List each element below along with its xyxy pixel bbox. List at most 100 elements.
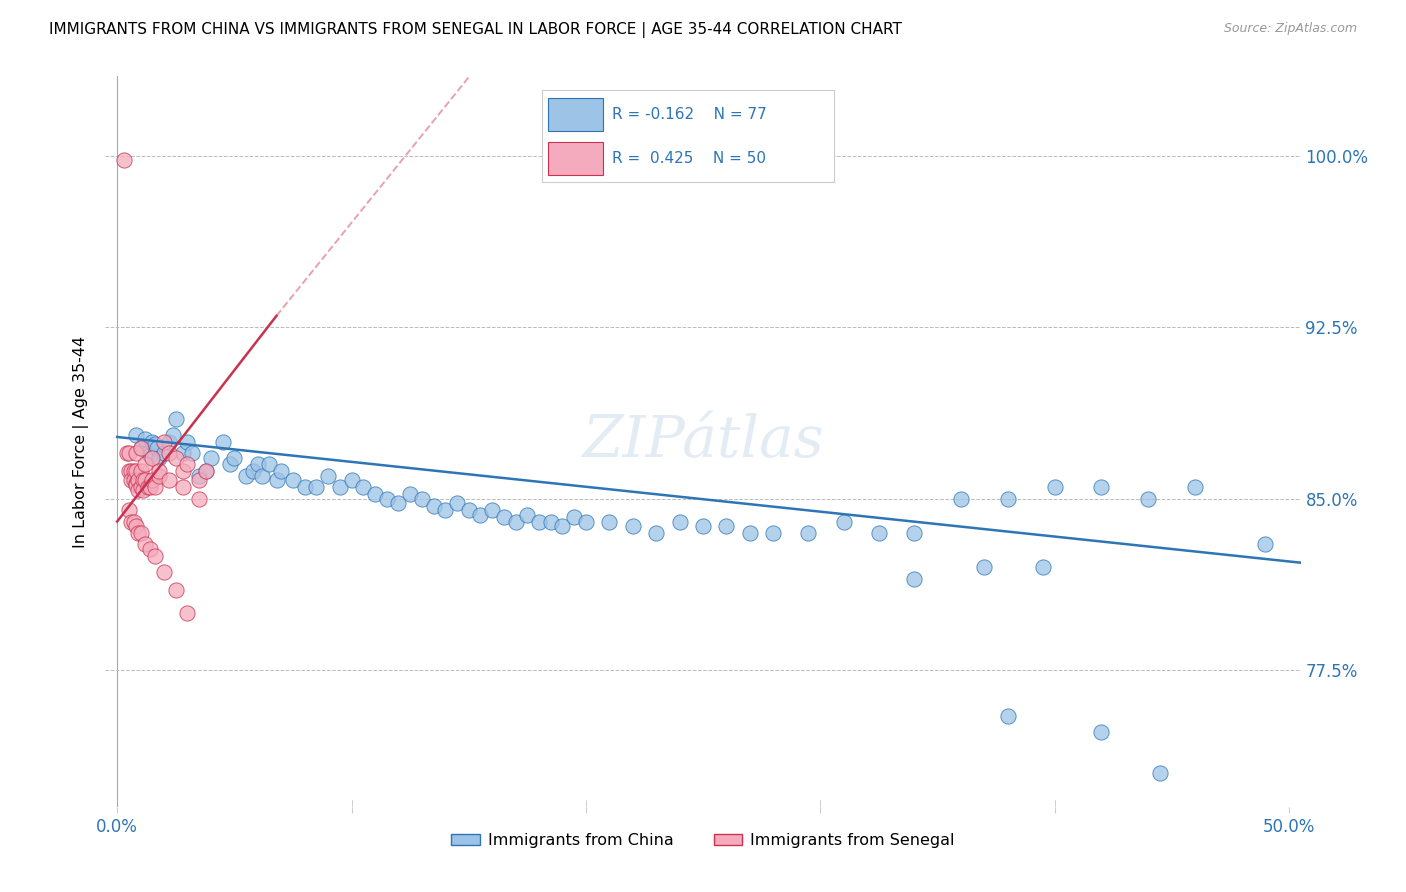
Point xyxy=(540,515,562,529)
Point xyxy=(172,464,194,478)
Point xyxy=(118,464,141,478)
Point xyxy=(125,446,148,460)
Y-axis label: In Labor Force | Age 35-44: In Labor Force | Age 35-44 xyxy=(73,335,90,548)
Point xyxy=(551,519,574,533)
Point xyxy=(797,525,820,540)
Point xyxy=(422,499,444,513)
Point xyxy=(316,468,339,483)
Point xyxy=(125,475,148,490)
Point xyxy=(165,450,187,465)
Point xyxy=(527,515,550,529)
Point xyxy=(143,480,166,494)
Point xyxy=(120,474,142,488)
Point xyxy=(868,525,890,540)
Point xyxy=(134,432,156,446)
Point xyxy=(153,434,176,449)
Point xyxy=(148,450,170,465)
Text: IMMIGRANTS FROM CHINA VS IMMIGRANTS FROM SENEGAL IN LABOR FORCE | AGE 35-44 CORR: IMMIGRANTS FROM CHINA VS IMMIGRANTS FROM… xyxy=(49,22,903,38)
Point xyxy=(141,434,163,449)
Point xyxy=(645,525,668,540)
Point xyxy=(1090,724,1112,739)
Point xyxy=(157,434,180,449)
Point xyxy=(224,450,246,465)
Point xyxy=(134,537,156,551)
Point xyxy=(997,708,1019,723)
Point xyxy=(162,427,184,442)
Point xyxy=(716,519,738,533)
Point xyxy=(141,474,163,488)
Point xyxy=(200,450,222,465)
Point xyxy=(598,515,620,529)
Point xyxy=(294,480,316,494)
Point xyxy=(139,541,162,556)
Point xyxy=(146,442,169,456)
Point xyxy=(129,480,152,494)
Point xyxy=(387,496,409,510)
Point xyxy=(481,503,503,517)
Point xyxy=(235,468,257,483)
Point xyxy=(1137,491,1160,506)
Legend: Immigrants from China, Immigrants from Senegal: Immigrants from China, Immigrants from S… xyxy=(444,826,962,855)
Point xyxy=(266,474,288,488)
Point xyxy=(112,153,135,168)
Point xyxy=(153,446,176,460)
Point xyxy=(136,446,159,460)
Point xyxy=(305,480,328,494)
Point xyxy=(375,491,398,506)
Point xyxy=(125,427,148,442)
Point xyxy=(127,483,149,497)
Point xyxy=(434,503,457,517)
Point xyxy=(903,525,925,540)
Point xyxy=(457,503,479,517)
Point xyxy=(692,519,714,533)
Point xyxy=(120,464,142,478)
Point xyxy=(575,515,598,529)
Point xyxy=(446,496,468,510)
Point xyxy=(134,474,156,488)
Point xyxy=(505,515,527,529)
Point xyxy=(134,458,156,472)
Point xyxy=(903,572,925,586)
Point xyxy=(122,515,145,529)
Point xyxy=(143,437,166,451)
Point xyxy=(143,549,166,563)
Point xyxy=(562,510,585,524)
Point xyxy=(122,464,145,478)
Point xyxy=(153,565,176,579)
Point xyxy=(762,525,785,540)
Point xyxy=(997,491,1019,506)
Point xyxy=(132,474,155,488)
Point xyxy=(246,458,269,472)
Point xyxy=(132,483,155,497)
Point xyxy=(129,442,152,456)
Point xyxy=(281,474,304,488)
Point xyxy=(1032,560,1054,574)
Point xyxy=(172,480,194,494)
Point xyxy=(1090,480,1112,494)
Point xyxy=(165,583,187,598)
Point xyxy=(1043,480,1066,494)
Text: ZIPátlas: ZIPátlas xyxy=(582,413,824,470)
Point xyxy=(148,468,170,483)
Point xyxy=(188,491,211,506)
Point xyxy=(270,464,292,478)
Point xyxy=(352,480,374,494)
Point xyxy=(738,525,761,540)
Point xyxy=(176,458,198,472)
Point xyxy=(136,480,159,494)
Point xyxy=(118,503,141,517)
Point xyxy=(218,458,240,472)
Point xyxy=(157,446,180,460)
Point xyxy=(125,478,148,492)
Point xyxy=(252,468,274,483)
Point xyxy=(211,434,233,449)
Point xyxy=(411,491,433,506)
Point xyxy=(329,480,352,494)
Point xyxy=(1254,537,1277,551)
Point xyxy=(127,525,149,540)
Point xyxy=(176,606,198,620)
Text: Source: ZipAtlas.com: Source: ZipAtlas.com xyxy=(1223,22,1357,36)
Point xyxy=(129,442,152,456)
Point xyxy=(668,515,690,529)
Point xyxy=(125,464,148,478)
